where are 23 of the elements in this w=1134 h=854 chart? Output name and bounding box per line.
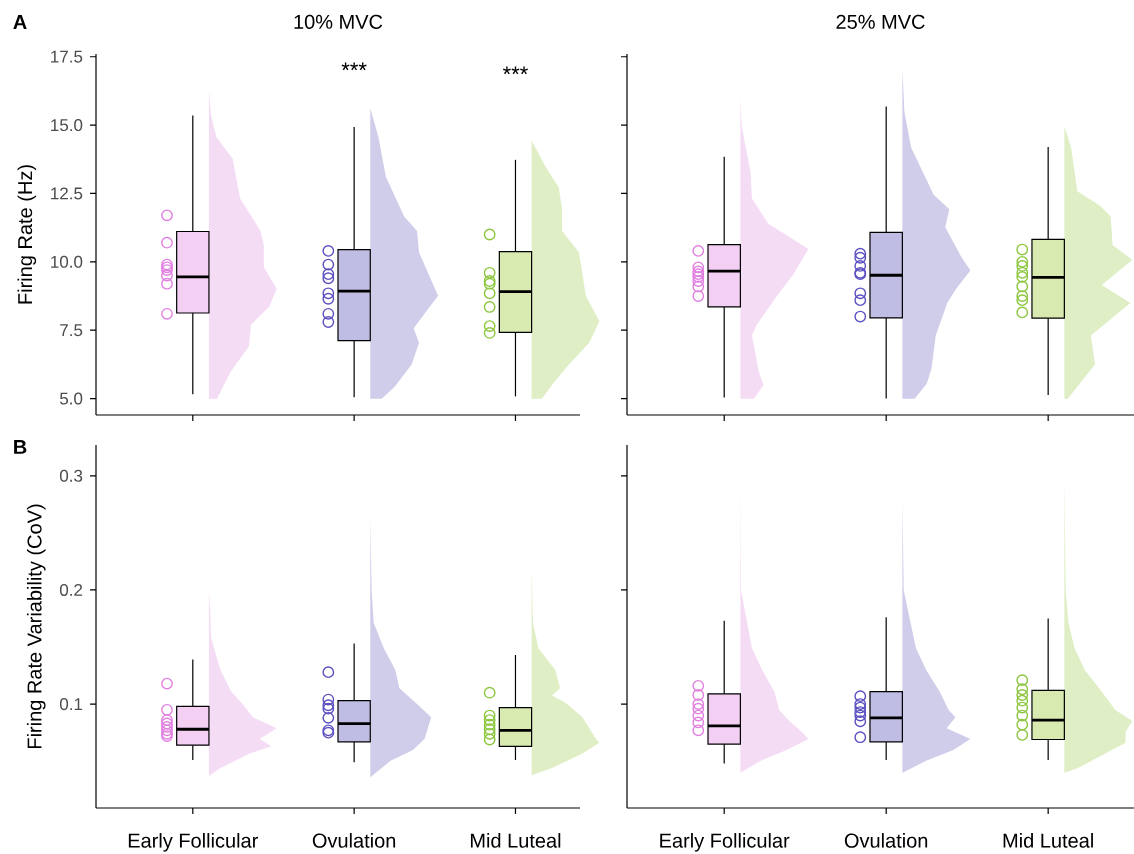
y-tick-label: 10.0: [51, 255, 83, 268]
y-tick-label: 7.5: [60, 324, 83, 337]
y-axis-title: Firing Rate (Hz): [17, 165, 37, 304]
y-tick-label: 17.5: [51, 50, 83, 63]
y-tick-label: 0.1: [59, 698, 83, 711]
x-tick-label: Early Follicular: [128, 833, 259, 852]
x-tick-label: Ovulation: [844, 833, 928, 848]
chart-title: 10% MVC: [294, 14, 383, 29]
y-axis-title: Firing Rate Variability (CoV): [26, 504, 46, 749]
text: B: [14, 440, 27, 454]
text: A: [13, 15, 27, 29]
x-tick-label: Mid Luteal: [470, 833, 561, 848]
y-tick-label: 15.0: [51, 119, 83, 132]
annotation: ***: [502, 66, 528, 75]
x-tick-label: Early Follicular: [660, 833, 790, 852]
annotation: ***: [341, 62, 367, 71]
y-tick-label: 12.5: [51, 187, 83, 200]
y-tick-label: 0.2: [59, 583, 83, 596]
y-tick-label: 0.3: [59, 469, 83, 482]
x-tick-label: Ovulation: [312, 833, 396, 848]
y-tick-label: 5.0: [60, 392, 83, 405]
chart-title: 25% MVC: [836, 14, 925, 29]
x-tick-label: Mid Luteal: [1003, 833, 1093, 848]
